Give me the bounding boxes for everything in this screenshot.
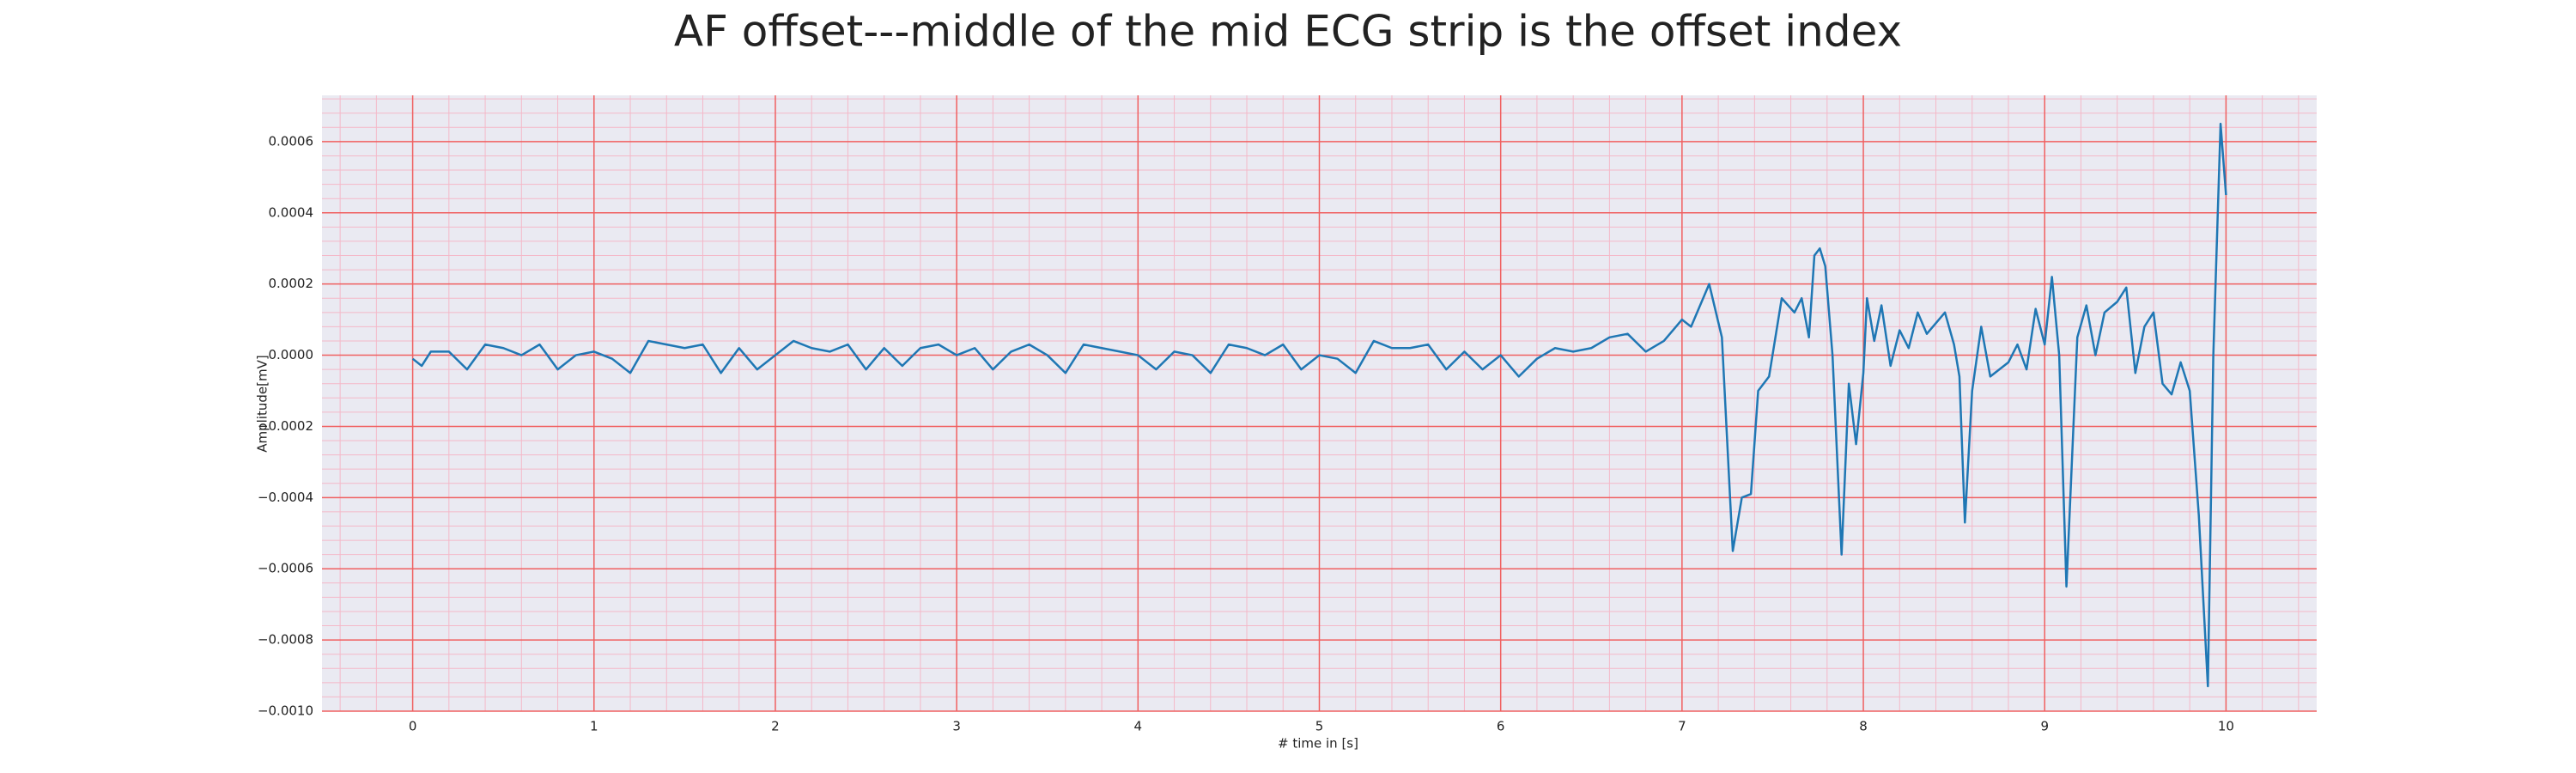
y-tick-label: −0.0010 [258,703,313,719]
x-tick-label: 6 [1497,719,1505,734]
y-tick-label: −0.0006 [258,561,313,576]
x-tick-label: 7 [1678,719,1686,734]
x-tick-label: 1 [590,719,598,734]
y-tick-label: 0.0000 [269,347,314,362]
y-tick-label: 0.0002 [269,276,314,291]
y-tick-label: −0.0002 [258,418,313,434]
x-tick-label: 0 [409,719,417,734]
chart-title: AF offset---middle of the mid ECG strip … [674,7,1902,57]
y-tick-label: 0.0006 [269,133,314,149]
x-tick-label: 2 [771,719,780,734]
x-tick-label: 4 [1134,719,1143,734]
y-tick-label: 0.0004 [269,204,314,220]
x-tick-label: 5 [1315,719,1324,734]
y-tick-label: −0.0004 [258,490,313,505]
y-tick-label: −0.0008 [258,632,313,648]
y-axis-label: Amplitude[mV] [255,355,270,452]
x-tick-label: 3 [952,719,961,734]
signal-line [411,122,2227,688]
x-tick-label: 10 [2218,719,2234,734]
x-tick-label: 9 [2040,719,2049,734]
x-axis-label: # time in [s] [1278,736,1358,752]
x-tick-label: 8 [1859,719,1868,734]
